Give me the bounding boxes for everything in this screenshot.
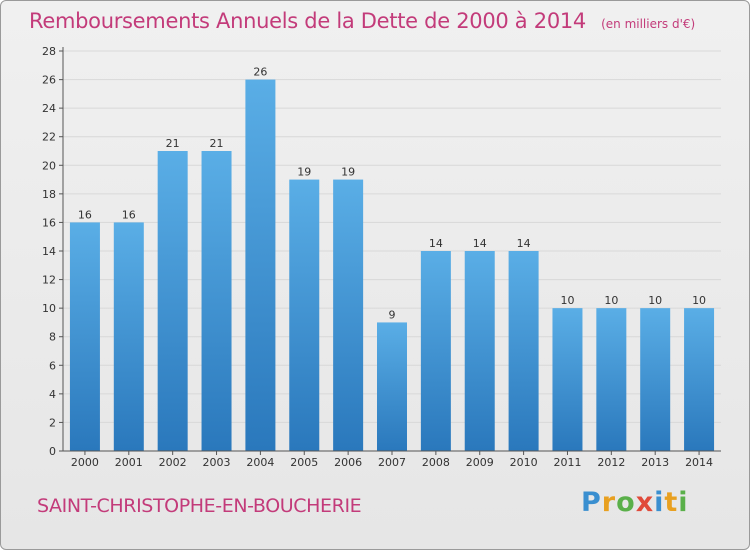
bar	[552, 308, 583, 451]
y-tick-label: 0	[49, 445, 56, 458]
data-label: 16	[78, 208, 92, 221]
title-text: Remboursements Annuels de la Dette de 20…	[29, 9, 586, 33]
data-label: 9	[389, 308, 396, 321]
data-label: 21	[210, 137, 224, 150]
data-label: 10	[692, 294, 706, 307]
bar	[377, 322, 407, 451]
y-tick-label: 8	[49, 331, 56, 344]
y-tick-label: 12	[42, 274, 56, 287]
data-label: 21	[166, 137, 180, 150]
data-label: 26	[253, 66, 267, 79]
data-label: 14	[429, 237, 443, 250]
bar	[245, 79, 276, 452]
y-tick-label: 2	[49, 416, 56, 429]
x-tick-label: 2001	[115, 456, 143, 469]
x-tick-label: 2009	[466, 456, 494, 469]
axis-layer	[59, 47, 721, 455]
data-label: 10	[604, 294, 618, 307]
x-tick-label: 2008	[422, 456, 450, 469]
x-tick-label: 2010	[510, 456, 538, 469]
bar	[596, 308, 627, 451]
bar	[640, 308, 671, 451]
chart-title: Remboursements Annuels de la Dette de 20…	[29, 9, 695, 33]
bar-layer	[69, 79, 715, 452]
proxiti-logo: Proxiti	[581, 487, 689, 518]
y-tick-label: 26	[42, 74, 56, 87]
x-tick-label: 2000	[71, 456, 99, 469]
bar	[684, 308, 715, 451]
y-tick-label: 6	[49, 359, 56, 372]
x-tick-label: 2003	[203, 456, 231, 469]
y-tick-label: 28	[42, 45, 56, 58]
x-tick-label: 2012	[597, 456, 625, 469]
x-tick-label: 2011	[553, 456, 581, 469]
data-label: 19	[341, 166, 355, 179]
bar	[201, 151, 232, 451]
label-layer: 0246810121416182022242628200016200116200…	[42, 45, 713, 469]
commune-name: SAINT-CHRISTOPHE-EN-BOUCHERIE	[37, 495, 362, 517]
unit-note: (en milliers d'€)	[601, 17, 696, 31]
y-tick-label: 10	[42, 302, 56, 315]
y-tick-label: 14	[42, 245, 56, 258]
x-tick-label: 2013	[641, 456, 669, 469]
bar	[420, 251, 451, 451]
bar	[333, 179, 364, 452]
bar	[508, 251, 539, 451]
x-tick-label: 2002	[159, 456, 187, 469]
x-tick-label: 2006	[334, 456, 362, 469]
data-label: 14	[473, 237, 487, 250]
x-tick-label: 2005	[290, 456, 318, 469]
y-tick-label: 18	[42, 188, 56, 201]
bar	[464, 251, 495, 451]
x-tick-label: 2007	[378, 456, 406, 469]
x-tick-label: 2014	[685, 456, 713, 469]
y-tick-label: 20	[42, 159, 56, 172]
bar	[113, 222, 144, 451]
data-label: 19	[297, 166, 311, 179]
y-tick-label: 24	[42, 102, 56, 115]
x-tick-label: 2004	[246, 456, 274, 469]
y-tick-label: 22	[42, 131, 56, 144]
bar	[157, 151, 188, 451]
y-tick-label: 16	[42, 216, 56, 229]
y-tick-label: 4	[49, 388, 56, 401]
data-label: 10	[648, 294, 662, 307]
data-label: 14	[517, 237, 531, 250]
data-label: 16	[122, 208, 136, 221]
bar	[69, 222, 100, 451]
data-label: 10	[560, 294, 574, 307]
bar	[289, 179, 320, 452]
